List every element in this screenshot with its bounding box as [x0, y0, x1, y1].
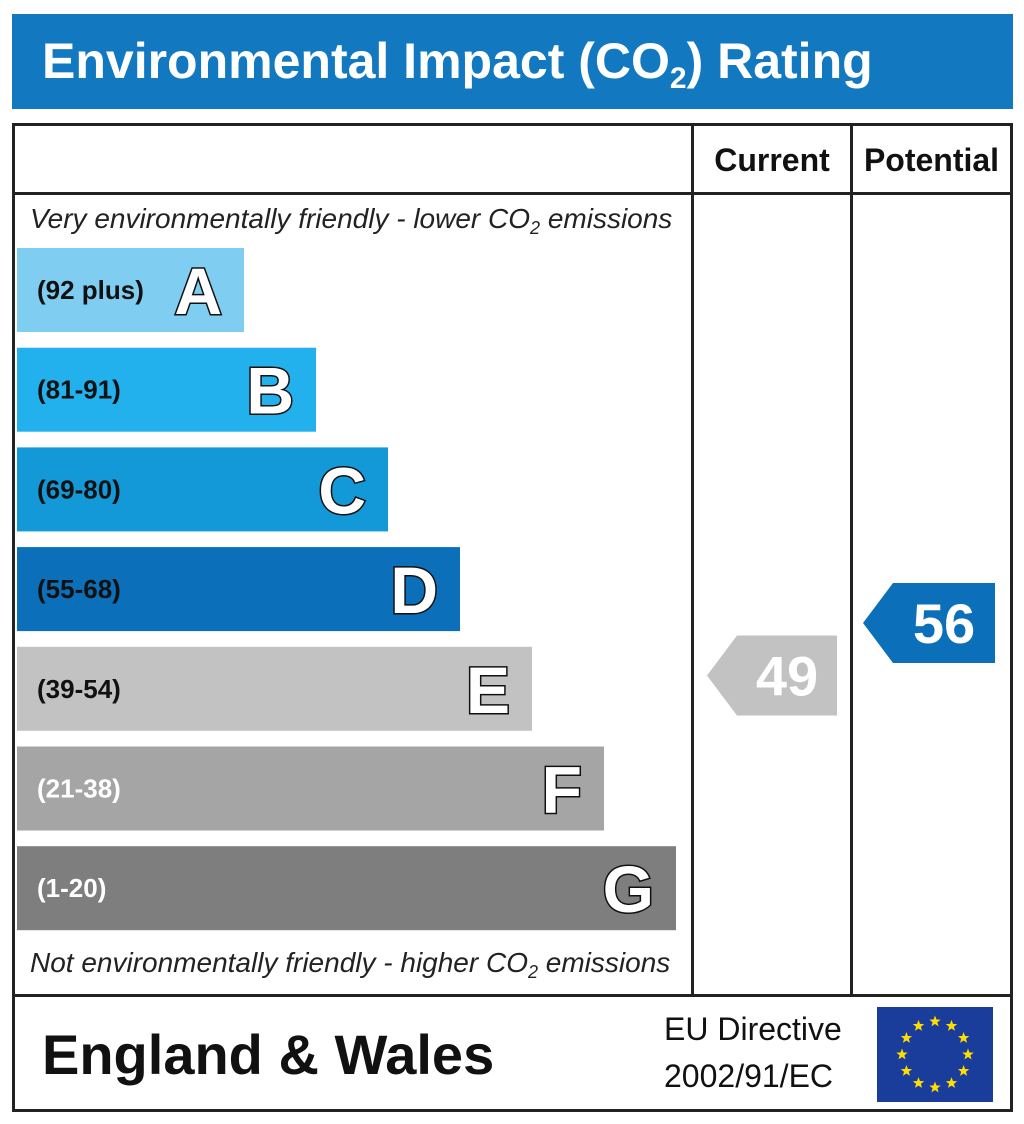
band-range-g: (1-20) [37, 873, 106, 903]
band-range-d: (55-68) [37, 574, 121, 604]
eu-star-icon [900, 1065, 913, 1076]
potential-rating-value: 56 [913, 592, 975, 655]
band-letter-g: G [603, 852, 654, 926]
directive-line-2: 2002/91/EC [664, 1058, 834, 1094]
band-range-a: (92 plus) [37, 275, 144, 305]
band-letter-c: C [318, 453, 366, 527]
title-bar: Environmental Impact (CO2) Rating [12, 14, 1013, 109]
band-range-f: (21-38) [37, 774, 121, 804]
top-note: Very environmentally friendly - lower CO… [30, 203, 673, 238]
eu-star-icon [912, 1077, 925, 1088]
band-bar-f [17, 746, 604, 831]
eu-star-icon [929, 1081, 941, 1093]
band-bar-c [17, 447, 388, 532]
bottom-note: Not environmentally friendly - higher CO… [30, 947, 671, 982]
region-label: England & Wales [42, 1023, 495, 1086]
eu-flag-icon [877, 1007, 993, 1102]
eu-star-icon [957, 1032, 970, 1043]
current-column-divider [691, 123, 694, 997]
band-letter-d: D [390, 553, 438, 627]
band-bar-g [17, 846, 676, 931]
eu-star-icon [900, 1032, 913, 1043]
current-rating-arrow [707, 635, 837, 716]
band-bar-e [17, 646, 532, 731]
chart-title: Environmental Impact (CO2) Rating [42, 33, 873, 95]
band-letter-a: A [174, 254, 222, 328]
eu-star-icon [945, 1077, 958, 1088]
band-bar-b [17, 347, 316, 432]
eu-star-icon [912, 1019, 925, 1031]
band-range-e: (39-54) [37, 674, 121, 704]
band-range-c: (69-80) [37, 474, 121, 504]
eu-star-icon [957, 1065, 970, 1076]
band-letter-e: E [466, 653, 510, 727]
potential-column-divider [850, 123, 853, 997]
band-letter-b: B [246, 354, 294, 428]
potential-column-header: Potential [863, 142, 1000, 178]
band-bar-a [17, 248, 244, 332]
footer-divider [12, 994, 1013, 997]
eu-star-icon [945, 1019, 958, 1031]
eu-star-icon [896, 1048, 908, 1060]
current-column-header: Current [714, 142, 830, 178]
potential-rating-arrow [863, 582, 995, 663]
eu-star-icon [962, 1048, 974, 1060]
rating-frame [12, 123, 1013, 1112]
band-letter-f: F [542, 753, 582, 827]
header-divider [12, 192, 1013, 195]
directive-line-1: EU Directive [664, 1011, 842, 1047]
band-range-b: (81-91) [37, 375, 121, 405]
eu-star-icon [929, 1015, 941, 1027]
current-rating-value: 49 [756, 644, 818, 707]
band-bar-d [17, 547, 460, 632]
